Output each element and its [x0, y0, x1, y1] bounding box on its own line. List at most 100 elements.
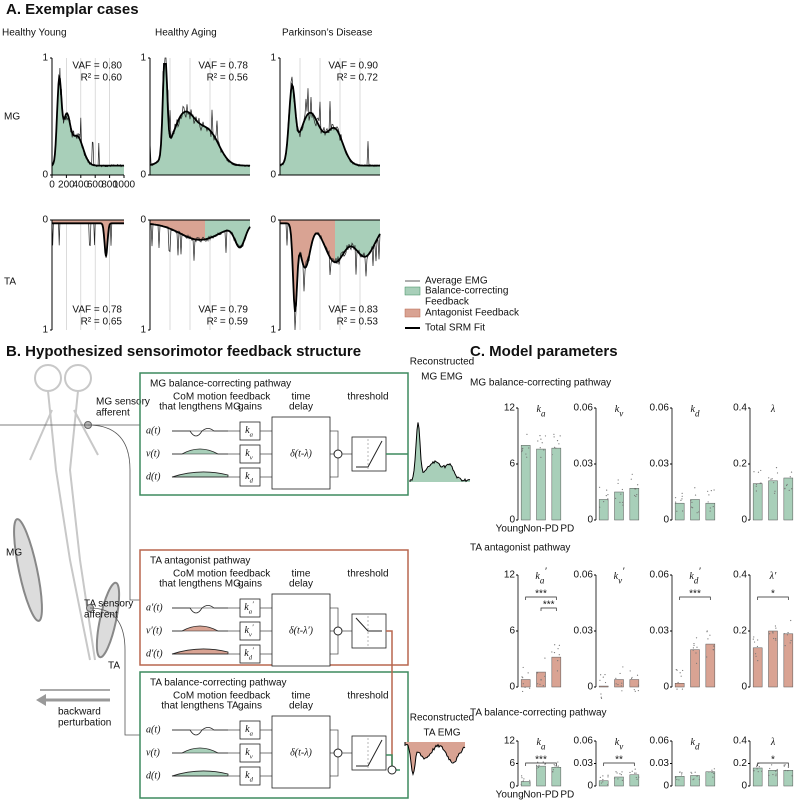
- data-dot: [676, 778, 678, 781]
- data-dot: [558, 443, 560, 445]
- data-dot: [620, 493, 622, 495]
- afferent-label: afferent: [96, 408, 130, 419]
- y-tick-label: 0.03: [574, 626, 594, 637]
- data-dot: [709, 634, 711, 636]
- data-dot: [619, 501, 621, 503]
- x-tick-label: 400: [72, 180, 89, 191]
- data-dot: [773, 492, 776, 494]
- bar: [705, 643, 716, 688]
- y-tick-label: 0: [140, 170, 146, 181]
- data-dot: [695, 652, 697, 654]
- vaf: VAF = 0.79: [198, 305, 248, 316]
- x-tick-label: 800: [101, 180, 118, 191]
- gain: kd: [245, 770, 253, 783]
- symbol-sub: a: [250, 431, 254, 438]
- column-title: Healthy Young: [2, 28, 67, 39]
- data-dot: [634, 494, 636, 497]
- data-dot: [681, 773, 683, 775]
- y-tick-label: 6: [509, 459, 515, 470]
- srm-fit: [149, 223, 251, 249]
- balance-area: [52, 77, 124, 175]
- data-dot: [542, 685, 544, 687]
- column-header: that lengthens TA: [161, 701, 239, 712]
- data-dot: [773, 482, 775, 484]
- data-dot: [692, 649, 694, 651]
- parameter-label: λ: [770, 737, 776, 748]
- data-dot: [523, 778, 525, 780]
- data-dot: [752, 638, 754, 640]
- legend-entry: Average EMG: [425, 276, 488, 287]
- signal-wave: [171, 648, 229, 655]
- data-dot: [621, 779, 623, 781]
- vaf: VAF = 0.83: [328, 305, 378, 316]
- gain: kd: [245, 471, 253, 484]
- data-dot: [543, 449, 545, 451]
- symbol-sub: v: [249, 631, 252, 638]
- significance: ***: [689, 589, 701, 600]
- data-dot: [614, 497, 617, 499]
- y-tick-label: 0: [270, 170, 276, 181]
- reconstructed-label: TA EMG: [423, 728, 460, 739]
- data-dot: [522, 780, 524, 783]
- data-dot: [631, 770, 633, 772]
- balance-area: [205, 220, 250, 248]
- sig-bracket: [525, 762, 557, 766]
- bar: [629, 679, 640, 688]
- x-tick-label: Young: [496, 790, 524, 801]
- data-dot: [540, 438, 542, 440]
- y-tick-label: 12: [504, 736, 516, 747]
- column-header: threshold: [347, 691, 388, 702]
- y-tick-label: 0.03: [650, 459, 670, 470]
- data-dot: [706, 656, 708, 658]
- data-dot: [636, 494, 638, 496]
- data-dot: [690, 499, 692, 502]
- data-dot: [602, 676, 604, 678]
- threshold-curve: [355, 617, 382, 632]
- vaf: VAF = 0.90: [328, 61, 378, 72]
- data-dot: [680, 675, 682, 677]
- y-tick-label: 1: [270, 325, 276, 336]
- sum-node: [387, 765, 397, 775]
- column-header: CoM motion: [173, 569, 227, 580]
- bar: [629, 774, 640, 787]
- data-dot: [525, 453, 527, 455]
- column-header: time: [292, 691, 311, 702]
- data-dot: [791, 775, 793, 777]
- column-header: delay: [289, 579, 313, 590]
- data-dot: [756, 764, 758, 766]
- reconstructed-fill: [405, 742, 465, 774]
- y-tick-label: 0.2: [733, 626, 747, 637]
- symbol-prime: ′: [774, 571, 777, 582]
- delay-expr: δ(t-λ): [290, 747, 312, 758]
- data-dot: [758, 766, 760, 768]
- bar: [536, 765, 546, 787]
- data-dot: [607, 776, 609, 778]
- significance: ***: [535, 589, 547, 600]
- reconstructed-label: Reconstructed: [410, 713, 474, 724]
- connector: [330, 430, 339, 454]
- data-dot: [676, 669, 678, 671]
- y-tick-label: 12: [504, 570, 516, 581]
- y-tick-label: 0: [587, 682, 593, 693]
- data-dot: [713, 772, 715, 775]
- data-dot: [710, 771, 713, 773]
- data-dot: [681, 688, 684, 690]
- data-dot: [537, 766, 540, 768]
- column-header: that lengthens MG: [159, 579, 241, 590]
- data-dot: [600, 782, 603, 784]
- data-dot: [600, 697, 603, 699]
- data-dot: [520, 783, 522, 786]
- parameter-label: ka′: [535, 567, 547, 586]
- data-dot: [635, 776, 637, 779]
- data-dot: [621, 488, 623, 491]
- signal-wave: [172, 747, 228, 754]
- data-dot: [760, 469, 762, 472]
- data-dot: [619, 773, 621, 775]
- afferent-label: afferent: [84, 610, 118, 621]
- data-dot: [631, 473, 633, 475]
- symbol-sub: v: [618, 576, 622, 586]
- bar: [520, 445, 531, 521]
- data-dot: [634, 772, 636, 774]
- parameter-label: ka: [537, 737, 546, 751]
- y-tick-label: 0: [663, 515, 669, 526]
